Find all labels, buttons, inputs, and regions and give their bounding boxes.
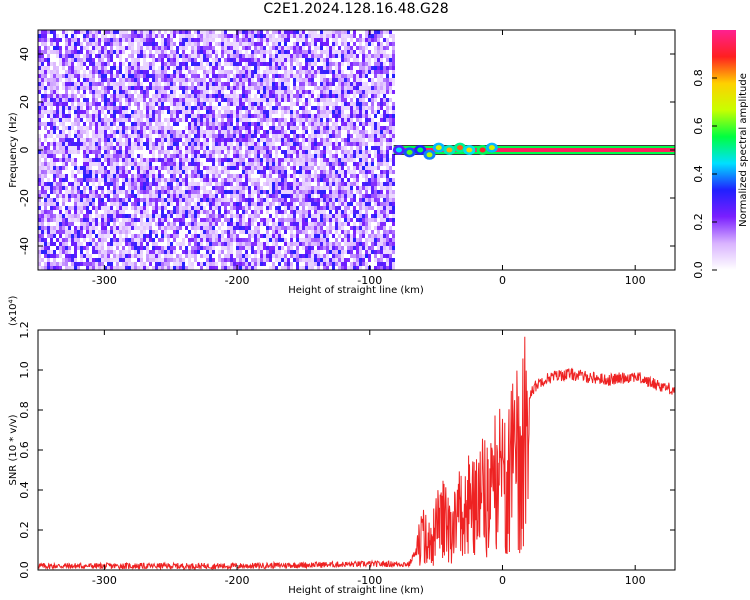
colorbar-tick-label: 0.2: [692, 213, 705, 231]
x-tick-label: -200: [225, 274, 250, 287]
colorbar-tick-label: 0.8: [692, 69, 705, 87]
colorbar-tick-label: 0.6: [692, 117, 705, 135]
colorbar-ticks: 0.0 0.2 0.4 0.6 0.8: [692, 69, 717, 279]
y-tick-label: -20: [18, 189, 31, 207]
signal-onset-core: [426, 152, 433, 158]
y-tick-label: 0.0: [18, 561, 31, 579]
signal-onset-core: [395, 147, 402, 153]
colorbar-tick-label: 0.0: [692, 261, 705, 279]
y-tick-label: 0.2: [18, 521, 31, 539]
colorbar-tick-label: 0.4: [692, 165, 705, 183]
colorbar-label: Normalized spectral amplitude: [738, 73, 749, 227]
signal-onset-core: [479, 147, 486, 153]
y-tick-label: 20: [18, 95, 31, 109]
snr-x-axis-label: Height of straight line (km): [288, 585, 424, 596]
x-tick-label: -100: [357, 574, 382, 587]
x-tick-label: 0: [499, 274, 506, 287]
x-tick-label: -300: [92, 574, 117, 587]
y-tick-label: 0.8: [18, 401, 31, 419]
x-tick-label: -300: [92, 274, 117, 287]
y-tick-label: -40: [18, 237, 31, 255]
snr-series-line: [38, 336, 675, 570]
snr-panel: -300 -200 -100 0 100 0.0 0.2 0.4 0.6 0.8 1.0 1.2 H…: [8, 295, 676, 596]
signal-band-core: [393, 148, 675, 152]
signal-onset-core: [457, 145, 464, 151]
x-tick-label: 100: [625, 274, 646, 287]
x-tick-label: -200: [225, 574, 250, 587]
snr-frame: [37, 329, 676, 571]
spectrogram-x-ticks: -300 -200 -100 0 100: [92, 30, 646, 287]
spectrogram-signal: [392, 142, 675, 160]
spectrogram-noise-field: [38, 30, 395, 270]
chart-title: C2E1.2024.128.16.48.G28: [263, 1, 449, 17]
y-tick-label: 0.4: [18, 481, 31, 499]
x-tick-label: 0: [499, 574, 506, 587]
y-tick-label: 0.6: [18, 441, 31, 459]
snr-y-scale-label: (x10⁴): [8, 295, 19, 326]
x-tick-label: -100: [357, 274, 382, 287]
snr-x-ticks: -300 -200 -100 0 100: [92, 330, 646, 587]
snr-y-ticks: 0.0 0.2 0.4 0.6 0.8 1.0 1.2: [18, 321, 675, 579]
colorbar-gradient: [712, 30, 736, 270]
signal-onset-core: [417, 147, 424, 153]
signal-onset-core: [446, 147, 453, 153]
y-tick-label: 0: [18, 147, 31, 154]
spectrogram-y-axis-label: Frequency (Hz): [8, 112, 19, 188]
signal-onset-core: [435, 145, 442, 151]
spectrogram-x-axis-label: Height of straight line (km): [288, 285, 424, 296]
y-tick-label: 40: [18, 47, 31, 61]
y-tick-label: 1.0: [18, 361, 31, 379]
y-tick-label: 1.2: [18, 321, 31, 339]
spectrogram-y-ticks: -40 -20 0 20 40: [18, 47, 675, 255]
x-tick-label: 100: [625, 574, 646, 587]
signal-onset-core: [488, 145, 495, 151]
signal-onset-core: [406, 149, 413, 155]
colorbar: 0.0 0.2 0.4 0.6 0.8 Normalized spectral ampl…: [692, 30, 749, 279]
signal-onset-core: [466, 147, 473, 153]
snr-y-axis-label: SNR (10 * v/v): [8, 414, 19, 485]
